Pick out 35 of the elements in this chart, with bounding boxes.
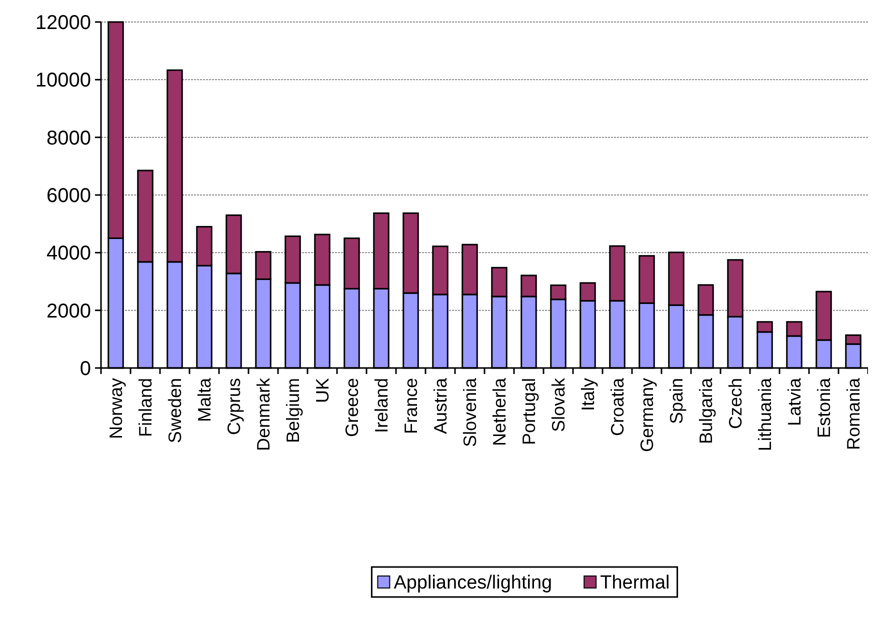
x-tick-label: Norway bbox=[106, 378, 126, 440]
x-tick-label: France bbox=[401, 378, 422, 434]
x-tick-label: Finland bbox=[136, 378, 156, 438]
x-tick-label: Estonia bbox=[814, 377, 834, 438]
x-tick-label: Germany bbox=[637, 378, 658, 452]
x-tick-label: Malta bbox=[194, 377, 215, 422]
x-tick-label: Romania bbox=[844, 377, 864, 450]
x-tick-label: Belgium bbox=[283, 378, 304, 444]
legend-label: Thermal bbox=[600, 572, 670, 594]
x-tick-label: Spain bbox=[666, 378, 687, 424]
x-tick-label: Portugal bbox=[519, 378, 540, 446]
x-tick-label: Croatia bbox=[608, 377, 628, 436]
y-tick-label: 6000 bbox=[46, 185, 91, 207]
x-tick-label: Slovak bbox=[548, 377, 569, 432]
x-tick-label: Latvia bbox=[784, 377, 805, 426]
y-tick-label: 12000 bbox=[35, 12, 91, 34]
x-tick-label: Slovenia bbox=[460, 377, 480, 448]
x-tick-label: Bulgaria bbox=[696, 377, 716, 444]
y-tick-label: 0 bbox=[80, 358, 91, 380]
legend-label: Appliances/lighting bbox=[394, 572, 552, 594]
y-tick-label: 4000 bbox=[46, 242, 91, 265]
x-tick-label: Denmark bbox=[254, 377, 274, 452]
x-tick-label: Cyprus bbox=[224, 378, 244, 436]
x-tick-label: Netherla bbox=[490, 377, 510, 446]
x-tick-label: Greece bbox=[342, 378, 362, 438]
x-tick-label: Sweden bbox=[165, 378, 186, 444]
x-tick-label: Austria bbox=[430, 377, 451, 434]
y-tick-label: 2000 bbox=[46, 300, 91, 322]
y-tick-label: 10000 bbox=[35, 70, 91, 92]
y-tick-label: 8000 bbox=[46, 127, 91, 150]
x-tick-label: Italy bbox=[578, 378, 598, 412]
x-tick-label: Czech bbox=[726, 378, 746, 430]
x-tick-label: UK bbox=[312, 378, 333, 404]
x-tick-label: Lithuania bbox=[755, 377, 776, 452]
x-tick-label: Ireland bbox=[372, 378, 392, 434]
